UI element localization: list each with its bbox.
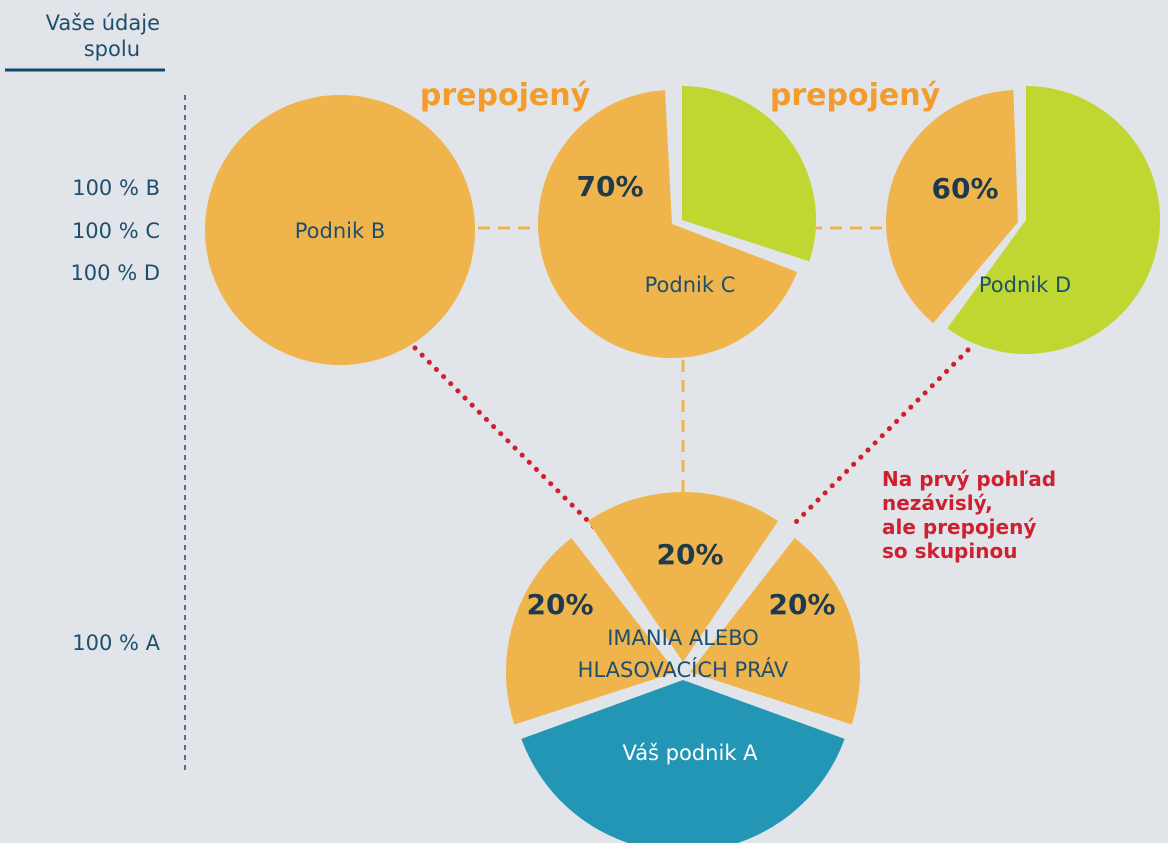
wedge <box>537 90 798 358</box>
sidebar-label: 100 % D <box>70 261 160 285</box>
wedge <box>886 90 1018 324</box>
sidebar-label: 100 % A <box>72 631 160 655</box>
wedge <box>690 538 860 725</box>
center-caption: IMANIA ALEBO <box>607 626 759 650</box>
node-label: Podnik C <box>645 273 736 297</box>
wedge <box>505 538 676 725</box>
node-label: Podnik D <box>979 273 1071 297</box>
node-label: Váš podnik A <box>622 741 758 765</box>
share-label: 70% <box>576 170 643 203</box>
node-circle <box>205 95 475 365</box>
wedge <box>947 86 1160 354</box>
wedge <box>521 680 845 843</box>
note-line: Na prvý pohľad <box>882 467 1056 491</box>
wedge <box>587 492 779 662</box>
sidebar-label: 100 % B <box>72 176 160 200</box>
hidden-link <box>787 347 971 531</box>
sidebar-label: 100 % C <box>72 219 160 243</box>
note-line: nezávislý, <box>882 491 993 515</box>
note-line: ale prepojený <box>882 515 1036 539</box>
node-label: Podnik B <box>295 219 385 243</box>
share-label: 20% <box>656 538 723 571</box>
wedge <box>682 85 817 262</box>
link-label: prepojený <box>770 78 941 113</box>
center-caption: HLASOVACÍCH PRÁV <box>578 657 789 682</box>
share-label: 60% <box>931 172 998 205</box>
share-label: 20% <box>526 588 593 621</box>
note-line: so skupinou <box>882 539 1017 563</box>
share-label: 20% <box>768 588 835 621</box>
sidebar-title: spolu <box>84 37 140 61</box>
sidebar-title: Vaše údaje <box>46 11 160 35</box>
hidden-link <box>412 345 598 531</box>
link-label: prepojený <box>420 78 591 113</box>
